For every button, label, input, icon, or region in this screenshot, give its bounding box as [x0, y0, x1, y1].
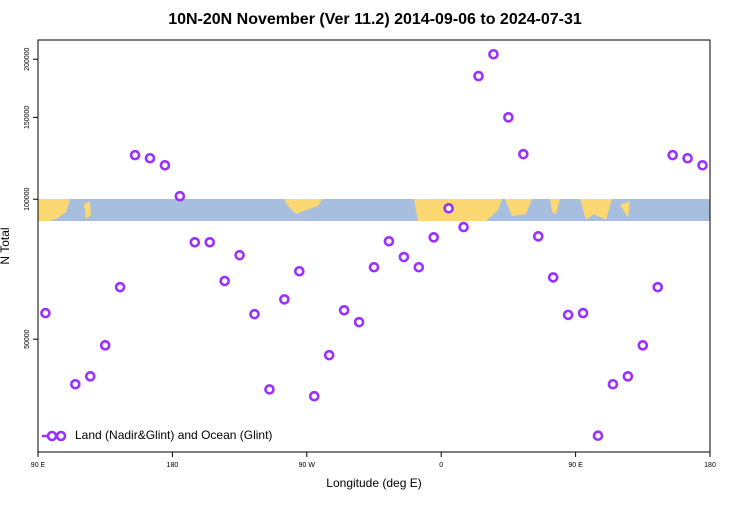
point [458, 221, 469, 233]
point [443, 203, 454, 214]
point [249, 308, 260, 320]
point [532, 231, 544, 242]
legend-marker [46, 430, 58, 442]
point [368, 261, 380, 273]
point [473, 70, 484, 82]
y-tick-label: 150000 [24, 106, 31, 129]
point [219, 275, 230, 287]
y-tick-label: 200000 [24, 47, 31, 70]
point [652, 281, 664, 293]
point [204, 236, 216, 248]
x-tick-label: 90 E [31, 462, 46, 469]
point [503, 112, 514, 123]
x-tick-label: 90 W [299, 462, 316, 469]
point [174, 190, 186, 202]
plot-frame [37, 39, 711, 453]
point [607, 378, 619, 390]
point [622, 371, 634, 382]
point [667, 149, 678, 161]
point [697, 159, 708, 171]
point [294, 265, 305, 277]
point [518, 148, 529, 160]
x-tick-label: 180 [167, 462, 179, 469]
point [144, 152, 156, 164]
point [99, 340, 111, 351]
x-tick-label: 90 E [568, 462, 583, 469]
point [159, 159, 171, 171]
point [488, 48, 499, 60]
point [592, 430, 604, 442]
point [383, 235, 395, 247]
legend-marker [55, 430, 67, 442]
point [353, 316, 365, 328]
point [40, 307, 51, 319]
point [189, 236, 201, 248]
chart-title: 10N-20N November (Ver 11.2) 2014-09-06 t… [168, 11, 582, 28]
x-tick-label: 180 [704, 462, 716, 469]
point [428, 232, 440, 243]
point [279, 294, 290, 305]
point [323, 349, 335, 361]
point [562, 309, 574, 321]
point [577, 307, 589, 319]
x-tick-label: 0 [439, 462, 443, 469]
point [308, 390, 320, 402]
point [234, 249, 245, 261]
point [129, 149, 141, 161]
point [637, 340, 649, 351]
point [547, 272, 559, 283]
map-strip [38, 199, 710, 221]
x-axis-label: Longitude (deg E) [326, 476, 421, 490]
point [338, 304, 350, 316]
y-tick-label: 50000 [24, 329, 31, 349]
point [70, 378, 81, 390]
point [413, 261, 425, 273]
point [84, 371, 96, 382]
point [114, 281, 126, 293]
point [398, 251, 410, 263]
point [682, 152, 693, 164]
y-tick-label: 100000 [24, 187, 31, 210]
legend-label: Land (Nadir&Glint) and Ocean (Glint) [75, 428, 272, 442]
y-axis-label: N Total [0, 227, 12, 264]
point [264, 384, 275, 395]
